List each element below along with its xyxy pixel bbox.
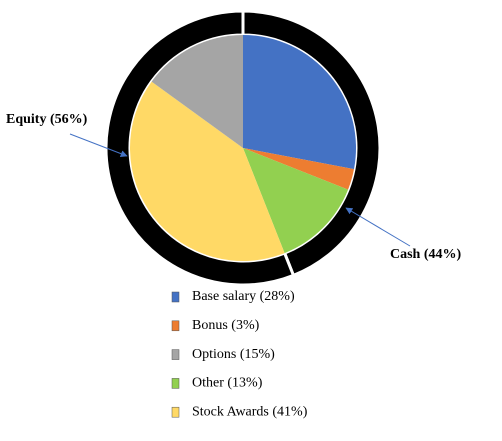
legend-label: Other (13%): [192, 376, 263, 391]
legend-label: Options (15%): [192, 347, 275, 362]
legend-label: Base salary (28%): [192, 289, 295, 304]
legend-swatch: [171, 291, 180, 303]
arrow: [345, 207, 411, 247]
legend-swatch: [171, 378, 180, 389]
legend-swatch: [171, 349, 180, 360]
arrow: [69, 133, 128, 157]
pie-slice: [130, 81, 285, 261]
legend-swatch: [171, 406, 180, 418]
pie-slice: [243, 148, 354, 190]
pie: [104, 9, 382, 287]
annotation: Cash (44%): [390, 247, 462, 262]
legend-label: Bonus (3%): [192, 318, 260, 333]
pie-slice: [243, 148, 349, 254]
annotation: Equity (56%): [6, 112, 88, 127]
pie-slice: [243, 35, 357, 170]
legend-swatch: [171, 320, 180, 332]
pie-slice: [151, 35, 243, 148]
legend-label: Stock Awards (41%): [192, 404, 308, 419]
legend: Base salary (28%) Bonus (3%) Options (15%)…: [171, 289, 308, 419]
